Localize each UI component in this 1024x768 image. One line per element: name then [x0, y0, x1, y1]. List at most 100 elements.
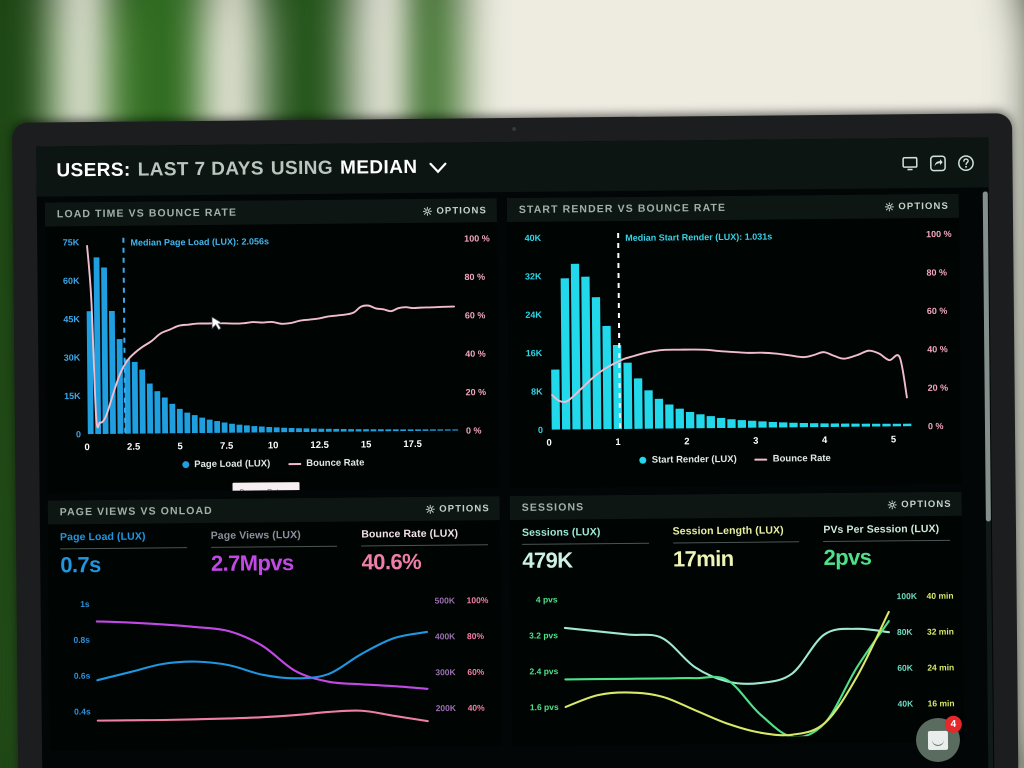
legend-item-bounce-rate[interactable]: Bounce Rate	[288, 457, 364, 469]
svg-text:24K: 24K	[525, 310, 542, 320]
chat-unread-badge: 4	[944, 715, 962, 733]
svg-text:0: 0	[546, 438, 551, 449]
desktop-icon[interactable]	[901, 155, 918, 172]
options-button[interactable]: OPTIONS	[884, 200, 949, 212]
svg-text:0.4s: 0.4s	[74, 706, 91, 716]
svg-text:0: 0	[84, 442, 89, 453]
svg-text:0 %: 0 %	[928, 421, 944, 431]
webcam-dot	[512, 126, 517, 131]
svg-text:1: 1	[615, 437, 621, 448]
svg-text:60K: 60K	[63, 276, 80, 286]
svg-text:4 pvs: 4 pvs	[536, 594, 558, 604]
metric-value: 2.7Mpvs	[210, 550, 294, 576]
metric-row-page-views: Page Load (LUX) 0.7s Page Views (LUX) 2.…	[48, 520, 500, 578]
panel-sessions: SESSIONS OPTIONS Sessions (LUX) 479K	[509, 491, 965, 747]
legend-label: Page Load (LUX)	[194, 458, 271, 471]
svg-text:32K: 32K	[525, 271, 542, 281]
svg-text:2: 2	[684, 436, 689, 447]
svg-text:45K: 45K	[63, 314, 80, 324]
legend-dot-icon	[182, 461, 190, 469]
legend-label: Bounce Rate	[772, 452, 831, 465]
svg-text:80%: 80%	[467, 631, 485, 641]
legend-label: Bounce Rate	[306, 457, 365, 469]
metric-page-views[interactable]: Page Views (LUX) 2.7Mpvs	[199, 529, 350, 577]
svg-text:40 %: 40 %	[927, 344, 948, 354]
svg-text:100 %: 100 %	[926, 229, 952, 239]
help-icon[interactable]	[957, 154, 974, 171]
svg-text:300K: 300K	[435, 667, 456, 677]
legend-item-bounce-rate[interactable]: Bounce Rate	[754, 452, 831, 465]
metric-rule	[210, 545, 338, 548]
options-button[interactable]: OPTIONS	[422, 205, 487, 217]
svg-text:4: 4	[822, 435, 828, 446]
legend-item-page-load[interactable]: Page Load (LUX)	[182, 458, 270, 470]
svg-text:60%: 60%	[467, 667, 485, 677]
svg-text:0.8s: 0.8s	[73, 635, 90, 645]
chevron-down-icon[interactable]	[429, 162, 447, 173]
linechart-sessions[interactable]: 4 pvs 3.2 pvs 2.4 pvs 1.6 pvs 100K 80K 60K 40K 4…	[510, 570, 964, 739]
metric-pvs-per-session[interactable]: PVs Per Session (LUX) 2pvs	[811, 523, 962, 571]
metric-rule	[60, 547, 187, 550]
svg-text:17.5: 17.5	[403, 439, 422, 450]
title-users: USERS:	[56, 159, 131, 182]
gear-icon	[425, 504, 435, 514]
svg-text:75K: 75K	[63, 237, 80, 247]
tooltip-bounce-rate: Bounce Rate 7s 57.1%	[232, 482, 300, 493]
metric-row-sessions: Sessions (LUX) 479K Session Length (LUX)…	[510, 516, 962, 574]
svg-text:60K: 60K	[897, 663, 914, 673]
svg-text:3: 3	[753, 436, 758, 447]
metric-label: Bounce Rate (LUX)	[361, 527, 459, 541]
options-label: OPTIONS	[439, 502, 490, 515]
svg-text:8K: 8K	[531, 387, 543, 397]
panel-page-views-vs-onload: PAGE VIEWS VS ONLOAD OPTIONS Page Load (…	[47, 496, 503, 751]
svg-text:60 %: 60 %	[465, 310, 486, 320]
svg-text:5: 5	[891, 434, 897, 445]
metric-value: 0.7s	[60, 551, 101, 578]
svg-text:16 min: 16 min	[928, 698, 955, 708]
metric-session-length[interactable]: Session Length (LUX) 17min	[661, 524, 812, 572]
svg-text:20 %: 20 %	[466, 387, 487, 397]
svg-text:100%: 100%	[467, 595, 489, 605]
options-button[interactable]: OPTIONS	[425, 503, 490, 515]
legend-item-start-render[interactable]: Start Render (LUX)	[639, 453, 737, 466]
svg-text:20 %: 20 %	[928, 383, 949, 393]
svg-text:Median Page Load (LUX): 2.056s: Median Page Load (LUX): 2.056s	[130, 236, 269, 247]
metric-rule	[672, 541, 800, 544]
svg-text:1s: 1s	[80, 599, 90, 609]
options-label: OPTIONS	[898, 200, 949, 212]
metric-label: PVs Per Session (LUX)	[823, 522, 940, 537]
metric-rule	[361, 544, 489, 547]
panel-start-render-vs-bounce-rate: START RENDER VS BOUNCE RATE OPTIONS 0 8K 1…	[506, 193, 962, 489]
panel-load-time-vs-bounce-rate: LOAD TIME VS BOUNCE RATE OPTIONS 0 15K 30K…	[44, 198, 500, 493]
panel-header: START RENDER VS BOUNCE RATE OPTIONS	[506, 193, 959, 223]
svg-text:0: 0	[538, 425, 543, 435]
title-range: LAST 7 DAYS	[137, 158, 264, 181]
svg-text:15K: 15K	[64, 391, 81, 401]
legend-line-icon	[288, 462, 302, 465]
panel-title: LOAD TIME VS BOUNCE RATE	[56, 206, 238, 221]
chat-bubble-icon[interactable]: 4	[915, 715, 962, 763]
linechart-page-views-vs-onload[interactable]: 1s 0.8s 0.6s 0.4s 500K 400K 300K 200K 100% 80% 60%…	[48, 574, 502, 743]
metric-bounce-rate[interactable]: Bounce Rate (LUX) 40.6%	[349, 527, 500, 575]
metric-page-load[interactable]: Page Load (LUX) 0.7s	[48, 530, 199, 578]
svg-text:60 %: 60 %	[927, 306, 948, 316]
laptop-device: USERS: LAST 7 DAYS USING MEDIAN	[12, 113, 1019, 768]
svg-text:Median Start Render (LUX): 1.0: Median Start Render (LUX): 1.031s	[625, 232, 772, 243]
panel-title: START RENDER VS BOUNCE RATE	[518, 201, 727, 216]
app-header: USERS: LAST 7 DAYS USING MEDIAN	[36, 137, 989, 197]
options-label: OPTIONS	[901, 498, 952, 510]
svg-text:100 %: 100 %	[464, 233, 490, 243]
histogram-load-time[interactable]: 0 15K 30K 45K 60K 75K 0 % 20 % 40 % 60 % 80 % 100 %…	[45, 222, 499, 493]
metric-sessions[interactable]: Sessions (LUX) 479K	[510, 526, 661, 574]
options-button[interactable]: OPTIONS	[887, 498, 952, 510]
legend-line-icon	[754, 458, 768, 461]
panel-title: SESSIONS	[521, 501, 585, 514]
gear-icon	[887, 499, 897, 509]
svg-text:12.5: 12.5	[310, 440, 329, 451]
svg-text:24 min: 24 min	[927, 662, 954, 672]
share-icon[interactable]	[929, 154, 946, 171]
legend-label: Start Render (LUX)	[651, 453, 737, 466]
histogram-start-render[interactable]: 0 8K 16K 24K 32K 40K 0 % 20 % 40 % 60 % 80 % 100 % 0…	[507, 218, 961, 454]
title-aggregation: MEDIAN	[339, 156, 418, 179]
page-title[interactable]: USERS: LAST 7 DAYS USING MEDIAN	[56, 156, 447, 183]
